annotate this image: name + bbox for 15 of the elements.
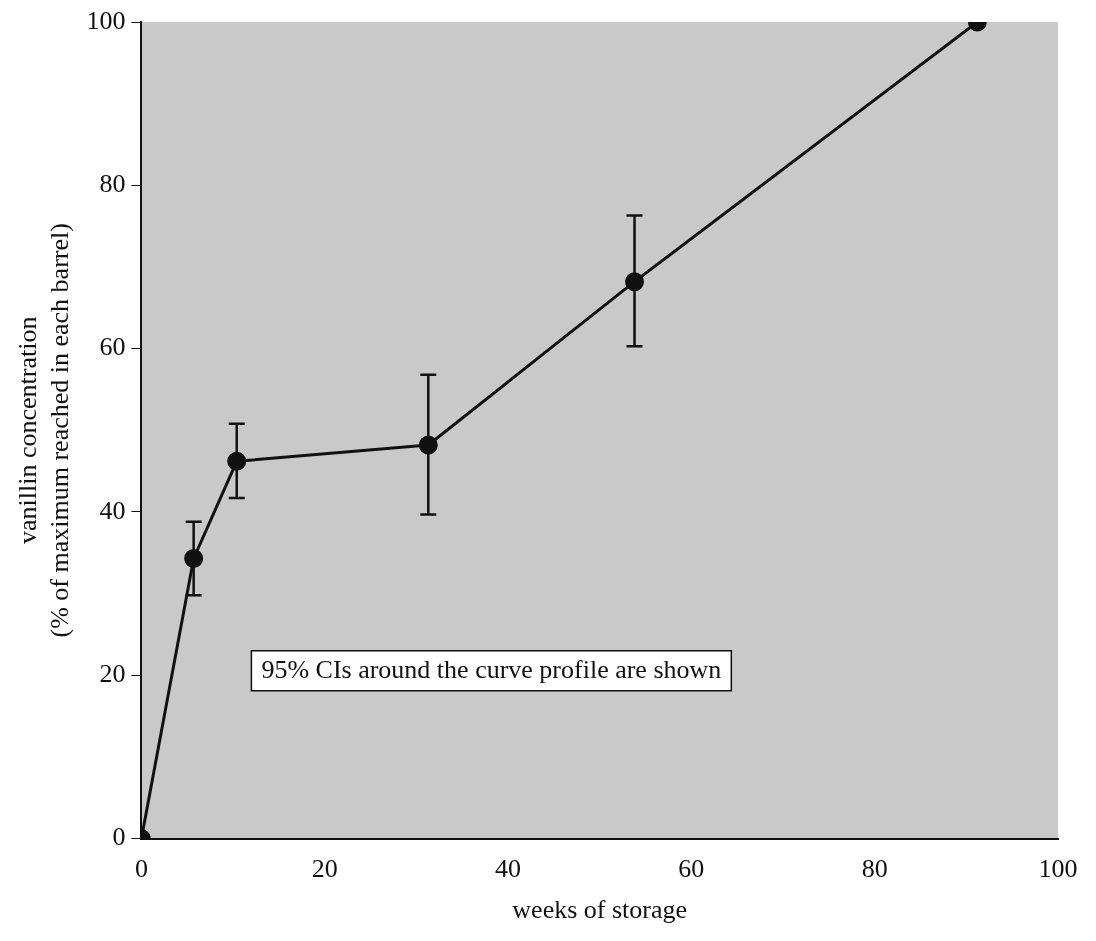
x-tick-label: 100	[1038, 854, 1078, 884]
x-tick-label: 0	[134, 854, 148, 884]
y-tick-label: 60	[99, 332, 126, 362]
x-tick-label: 20	[311, 854, 338, 884]
x-tick-label: 80	[861, 854, 888, 884]
y-tick-label: 20	[99, 659, 126, 689]
y-axis-title: vanillin concentration (% of maximum reached in each barrel)	[13, 223, 74, 638]
x-tick-label: 40	[495, 854, 522, 884]
y-tick-label: 40	[99, 495, 126, 525]
x-axis-title: weeks of storage	[512, 895, 688, 925]
y-tick-label: 80	[99, 169, 126, 199]
x-tick-label: 60	[678, 854, 705, 884]
annotation: 95% CIs around the curve profile are shown	[261, 654, 722, 684]
y-tick-label: 0	[112, 822, 126, 852]
y-tick-label: 100	[86, 5, 126, 35]
